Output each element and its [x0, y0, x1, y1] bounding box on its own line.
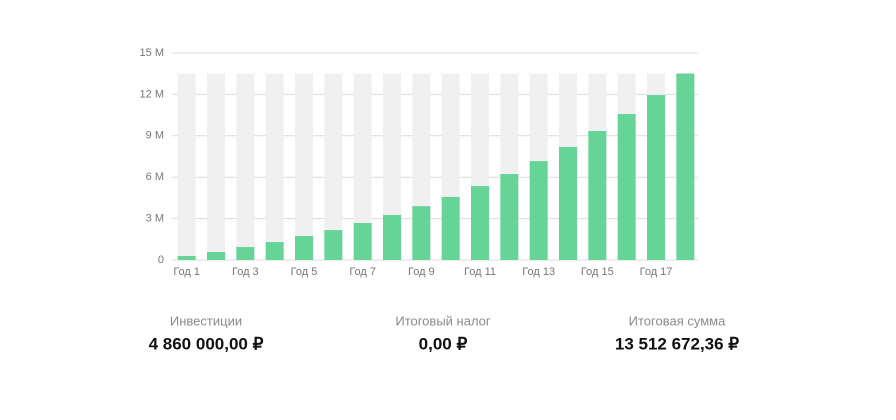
y-tick-label: 3 M	[146, 213, 164, 225]
bar	[207, 251, 225, 260]
bar-track	[177, 73, 196, 261]
bar	[265, 242, 284, 260]
x-tick-label: Год 15	[581, 266, 614, 278]
bar-track	[383, 73, 401, 261]
summary-label: Итоговый налог	[395, 313, 491, 328]
bar	[324, 230, 343, 260]
bar	[177, 255, 196, 260]
x-tick-label: Год 5	[291, 266, 318, 278]
summary-value: 0,00 ₽	[419, 334, 468, 353]
x-tick-label: Год 3	[232, 266, 259, 278]
bar	[383, 215, 401, 260]
y-tick-label: 9 M	[146, 130, 164, 142]
y-tick-label: 0	[158, 254, 164, 266]
summary-value: 4 860 000,00 ₽	[149, 334, 264, 353]
bar	[529, 161, 548, 260]
bar	[295, 235, 313, 260]
bar-track	[265, 73, 284, 261]
bar-track	[207, 73, 225, 261]
x-tick-label: Год 13	[522, 266, 555, 278]
bar-track	[324, 73, 343, 261]
y-tick-label: 6 M	[146, 171, 164, 183]
bar-track	[353, 73, 372, 261]
bar	[412, 206, 431, 260]
bar	[676, 73, 695, 261]
x-tick-label: Год 11	[464, 266, 496, 278]
bar	[588, 130, 607, 260]
x-tick-label: Год 1	[173, 266, 200, 278]
summary-value: 13 512 672,36 ₽	[615, 334, 739, 353]
bar	[617, 113, 636, 260]
bar	[559, 146, 577, 260]
x-tick-label: Год 17	[640, 266, 673, 278]
y-tick-label: 12 M	[140, 88, 164, 100]
x-tick-label: Год 7	[349, 266, 376, 278]
bar	[353, 223, 372, 260]
bar-track	[236, 73, 255, 261]
bar	[647, 94, 665, 261]
bar	[471, 186, 489, 260]
y-tick-label: 15 M	[140, 47, 164, 59]
bar	[500, 174, 519, 260]
summary-label: Итоговая сумма	[629, 313, 726, 328]
summary-label: Инвестиции	[170, 313, 242, 328]
bar	[236, 247, 255, 260]
bar	[441, 196, 460, 260]
x-tick-label: Год 9	[408, 266, 435, 278]
bar-track	[295, 73, 313, 261]
